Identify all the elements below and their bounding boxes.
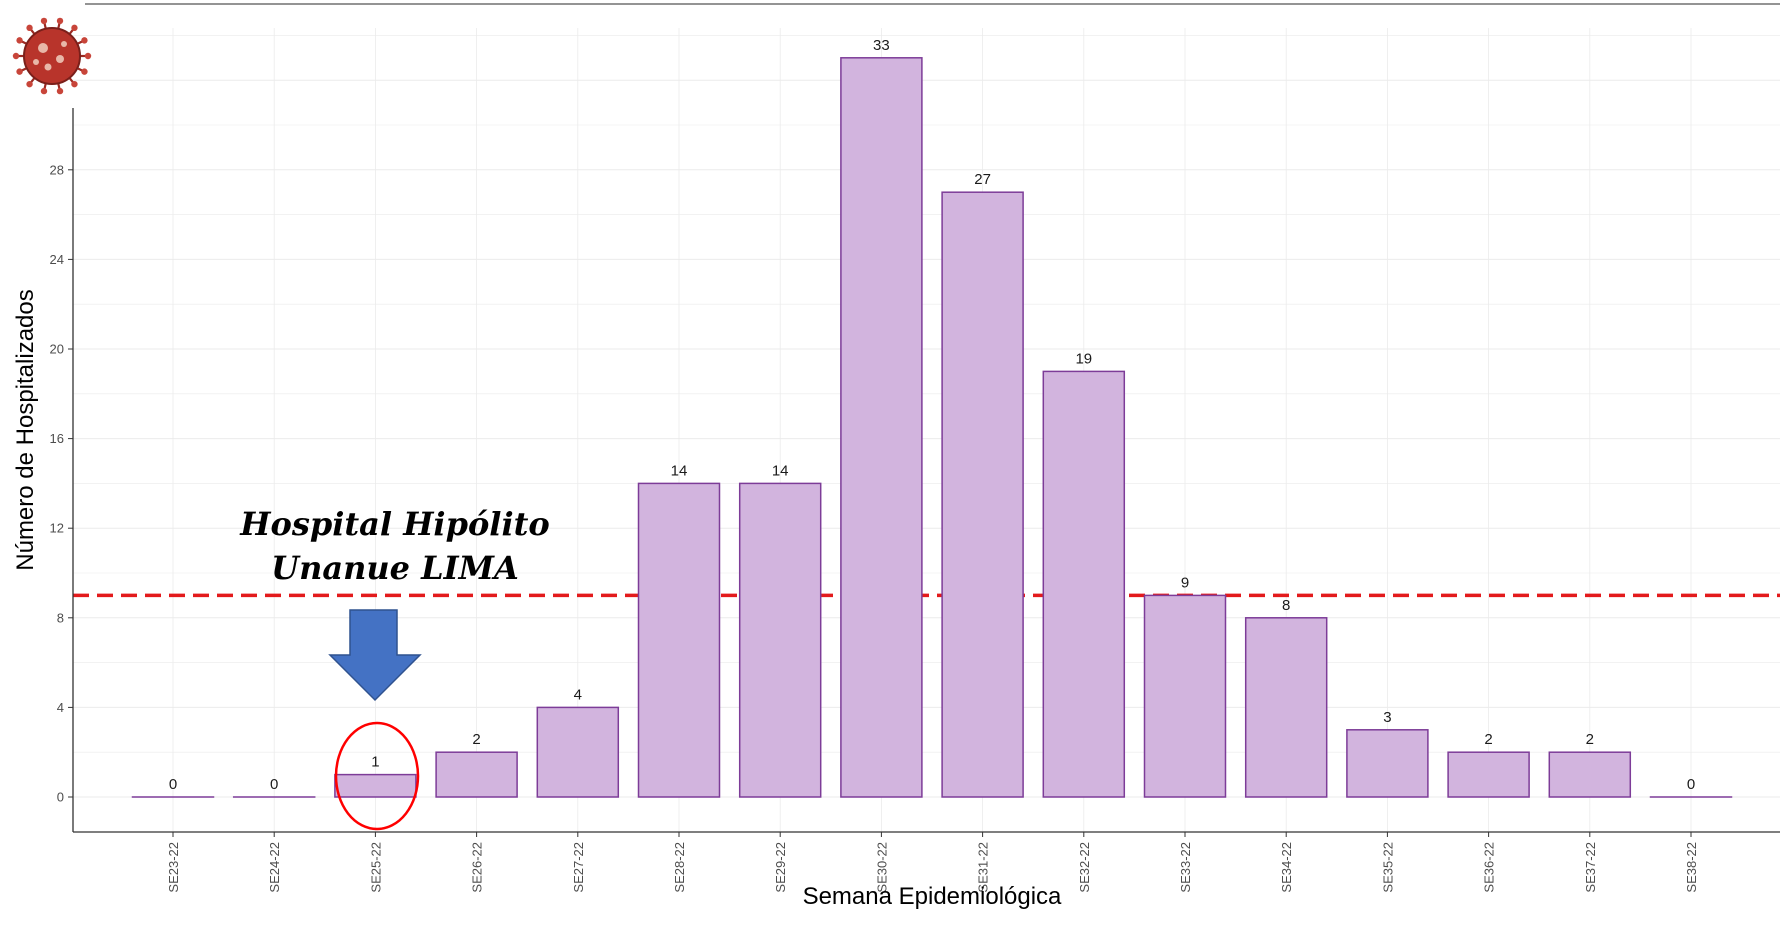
virus-spike-tip <box>26 81 32 87</box>
bar-value-label: 14 <box>772 462 789 479</box>
y-tick-label: 0 <box>57 790 64 805</box>
virus-spike-tip <box>16 37 22 43</box>
x-tick-label: SE29-22 <box>773 842 788 893</box>
bar-labels: 0 0 1 2 4 14 14 33 27 19 9 8 3 2 2 0 <box>169 37 1695 793</box>
x-tick-label: SE38-22 <box>1684 842 1699 893</box>
bar <box>1347 730 1428 797</box>
virus-spike-tip <box>26 25 32 31</box>
bar <box>942 192 1023 797</box>
y-tick-label: 28 <box>50 162 64 177</box>
bar-value-label: 14 <box>671 462 688 479</box>
y-axis-title: Número de Hospitalizados <box>12 289 39 570</box>
x-tick-label: SE32-22 <box>1077 842 1092 893</box>
y-tick-label: 16 <box>50 431 64 446</box>
x-tick-label: SE23-22 <box>166 842 181 893</box>
virus-spike-tip <box>16 68 22 74</box>
coronavirus-icon <box>13 18 91 95</box>
bar-value-label: 9 <box>1181 574 1189 591</box>
bar-value-label: 1 <box>371 754 379 771</box>
bar <box>436 752 517 797</box>
bar-value-label: 19 <box>1075 350 1092 367</box>
x-tick-label: SE36-22 <box>1482 842 1497 893</box>
bar-value-label: 27 <box>974 171 991 188</box>
x-tick-label: SE33-22 <box>1178 842 1193 893</box>
y-tick-label: 24 <box>50 252 64 267</box>
down-arrow-icon <box>330 610 420 700</box>
virus-spike-tip <box>41 18 47 24</box>
virus-spike-tip <box>71 25 77 31</box>
bar <box>740 483 821 797</box>
bar <box>841 58 922 797</box>
x-tick-label: SE35-22 <box>1380 842 1395 893</box>
x-tick-label: SE28-22 <box>672 842 687 893</box>
x-tick-label: SE27-22 <box>571 842 586 893</box>
bar <box>639 483 720 797</box>
virus-spike-tip <box>41 88 47 94</box>
virus-spike-tip <box>81 37 87 43</box>
bar-value-label: 2 <box>1484 731 1492 748</box>
bar <box>1448 752 1529 797</box>
virus-spike-tip <box>57 18 63 24</box>
grid-lines <box>73 28 1780 832</box>
y-tick-label: 4 <box>57 700 64 715</box>
bar-value-label: 8 <box>1282 597 1290 614</box>
annotation-line-2: Unanue LIMA <box>271 549 519 587</box>
bar-value-label: 3 <box>1383 709 1391 726</box>
axes <box>73 108 1780 832</box>
y-tick-label: 20 <box>50 342 64 357</box>
bar-value-label: 0 <box>270 776 278 793</box>
bar-value-label: 2 <box>1586 731 1594 748</box>
bar <box>1549 752 1630 797</box>
bar <box>537 707 618 797</box>
x-tick-label: SE26-22 <box>470 842 485 893</box>
virus-spike-tip <box>85 53 91 59</box>
y-tick-label: 12 <box>50 521 64 536</box>
x-tick-label: SE25-22 <box>368 842 383 893</box>
bar-value-label: 0 <box>169 776 177 793</box>
virus-spike-tip <box>81 68 87 74</box>
x-axis-title: Semana Epidemiológica <box>803 883 1062 910</box>
bar-value-label: 4 <box>574 686 582 703</box>
bar-value-label: 0 <box>1687 776 1695 793</box>
bar-value-label: 33 <box>873 37 890 54</box>
bar-value-label: 2 <box>472 731 480 748</box>
x-tick-label: SE34-22 <box>1279 842 1294 893</box>
virus-spike-tip <box>13 53 19 59</box>
y-tick-label: 8 <box>57 610 64 625</box>
bar <box>335 775 416 797</box>
bar <box>1043 371 1124 797</box>
virus-spike-tip <box>71 81 77 87</box>
bar <box>1246 618 1327 797</box>
annotation-line-1: Hospital Hipólito <box>239 505 549 543</box>
bar <box>1145 595 1226 797</box>
virus-spike-tip <box>57 88 63 94</box>
y-tick-labels: 0 4 8 12 16 20 24 28 <box>50 162 73 804</box>
x-tick-label: SE24-22 <box>267 842 282 893</box>
x-tick-label: SE37-22 <box>1583 842 1598 893</box>
